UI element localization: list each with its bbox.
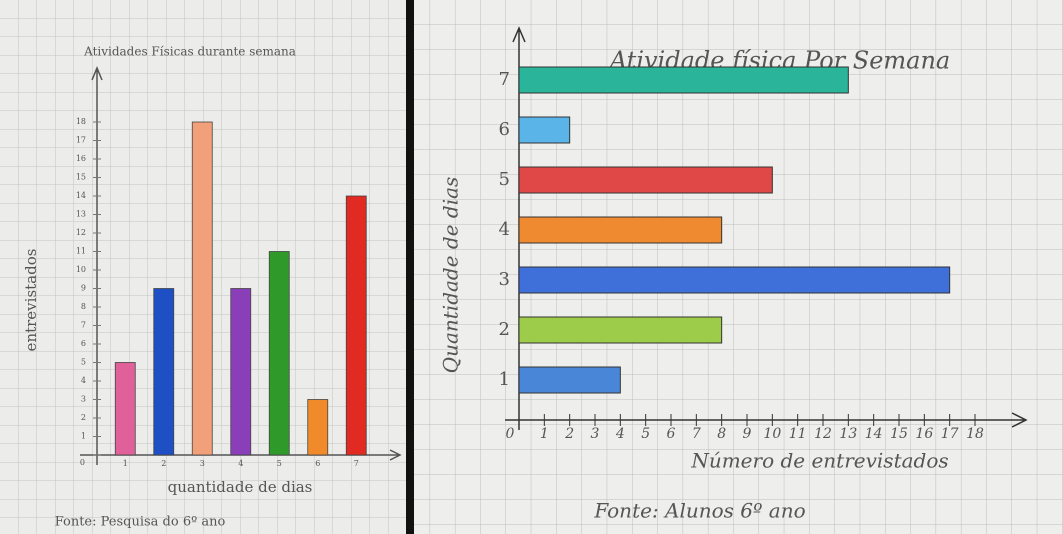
x-axis (505, 412, 1028, 428)
x-tick-label: 7 (692, 426, 701, 442)
bar (345, 195, 367, 456)
y-tick-label: 2 (499, 319, 510, 340)
y-tick-label: 13 (76, 210, 86, 219)
x-tick-label: 4 (238, 459, 243, 468)
x-tick-label: 9 (743, 426, 752, 442)
y-tick-label: 1 (499, 369, 510, 390)
bar (518, 66, 849, 94)
y-tick-label: 4 (499, 219, 510, 240)
x-tick-label: 5 (641, 426, 650, 442)
y-tick-label: 6 (81, 339, 86, 348)
y-axis-label: entrevistados (22, 249, 40, 352)
x-tick-label: 8 (717, 426, 726, 442)
bar (518, 266, 951, 294)
x-tick-label: 11 (789, 426, 807, 442)
y-tick-label: 2 (81, 413, 86, 422)
y-tick-label: 3 (499, 269, 510, 290)
x-tick-label: 7 (354, 459, 359, 468)
y-tick-label: 17 (76, 136, 86, 145)
x-tick-label: 1 (123, 459, 128, 468)
bar (230, 288, 252, 456)
x-axis-label: Número de entrevistados (690, 449, 948, 473)
bar (518, 116, 571, 144)
x-tick-label: 13 (839, 426, 857, 442)
x-tick-label: 10 (763, 426, 781, 442)
x-tick-label: 16 (915, 426, 933, 442)
y-tick-label: 18 (76, 117, 86, 126)
bar (518, 366, 621, 394)
x-tick-label: 3 (200, 459, 205, 468)
y-tick-label: 16 (76, 154, 86, 163)
y-tick-label: 12 (76, 228, 86, 237)
x-tick-label: 12 (814, 426, 832, 442)
bar (518, 166, 773, 194)
y-axis-label: Quantidade de dias (439, 177, 463, 374)
y-tick-label: 9 (81, 284, 86, 293)
bar (268, 251, 290, 456)
y-tick-label: 4 (81, 376, 86, 385)
bar (307, 399, 329, 456)
bar (518, 316, 723, 344)
y-tick-label: 0 (80, 458, 85, 467)
y-tick-label: 5 (499, 169, 510, 190)
x-tick-label: 2 (161, 459, 166, 468)
bar (153, 288, 175, 456)
x-tick-label: 14 (865, 426, 883, 442)
x-axis-label: quantidade de dias (168, 478, 313, 496)
divider (406, 0, 414, 534)
x-tick-label: 18 (966, 426, 984, 442)
x-tick-label: 4 (615, 426, 625, 442)
x-tick-label: 17 (941, 426, 959, 442)
bar (518, 216, 723, 244)
x-tick-label: 6 (315, 459, 320, 468)
x-tick-label: 3 (591, 426, 600, 442)
y-tick-label: 14 (76, 191, 86, 200)
chart-title: Atividades Físicas durante semana (83, 45, 296, 59)
y-tick-label: 15 (76, 173, 86, 182)
bar (191, 121, 213, 456)
source: Fonte: Alunos 6º ano (593, 499, 805, 523)
x-tick-label: 1 (540, 426, 549, 442)
y-tick-label: 7 (81, 321, 86, 330)
y-tick-label: 10 (76, 265, 86, 274)
x-tick-label: 15 (890, 426, 908, 442)
y-tick-label: 11 (76, 247, 86, 256)
x-tick-label: 0 (506, 426, 515, 442)
y-tick-label: 5 (81, 358, 86, 367)
x-tick-label: 6 (667, 426, 676, 442)
x-tick-label: 5 (277, 459, 282, 468)
x-tick-label: 2 (564, 426, 574, 442)
source: Fonte: Pesquisa do 6º ano (55, 515, 226, 530)
bar (114, 362, 136, 456)
y-tick-label: 3 (81, 395, 86, 404)
y-tick-label: 8 (81, 302, 86, 311)
y-tick-label: 1 (81, 432, 86, 441)
y-tick-label: 6 (499, 119, 510, 140)
y-tick-label: 7 (499, 69, 510, 90)
